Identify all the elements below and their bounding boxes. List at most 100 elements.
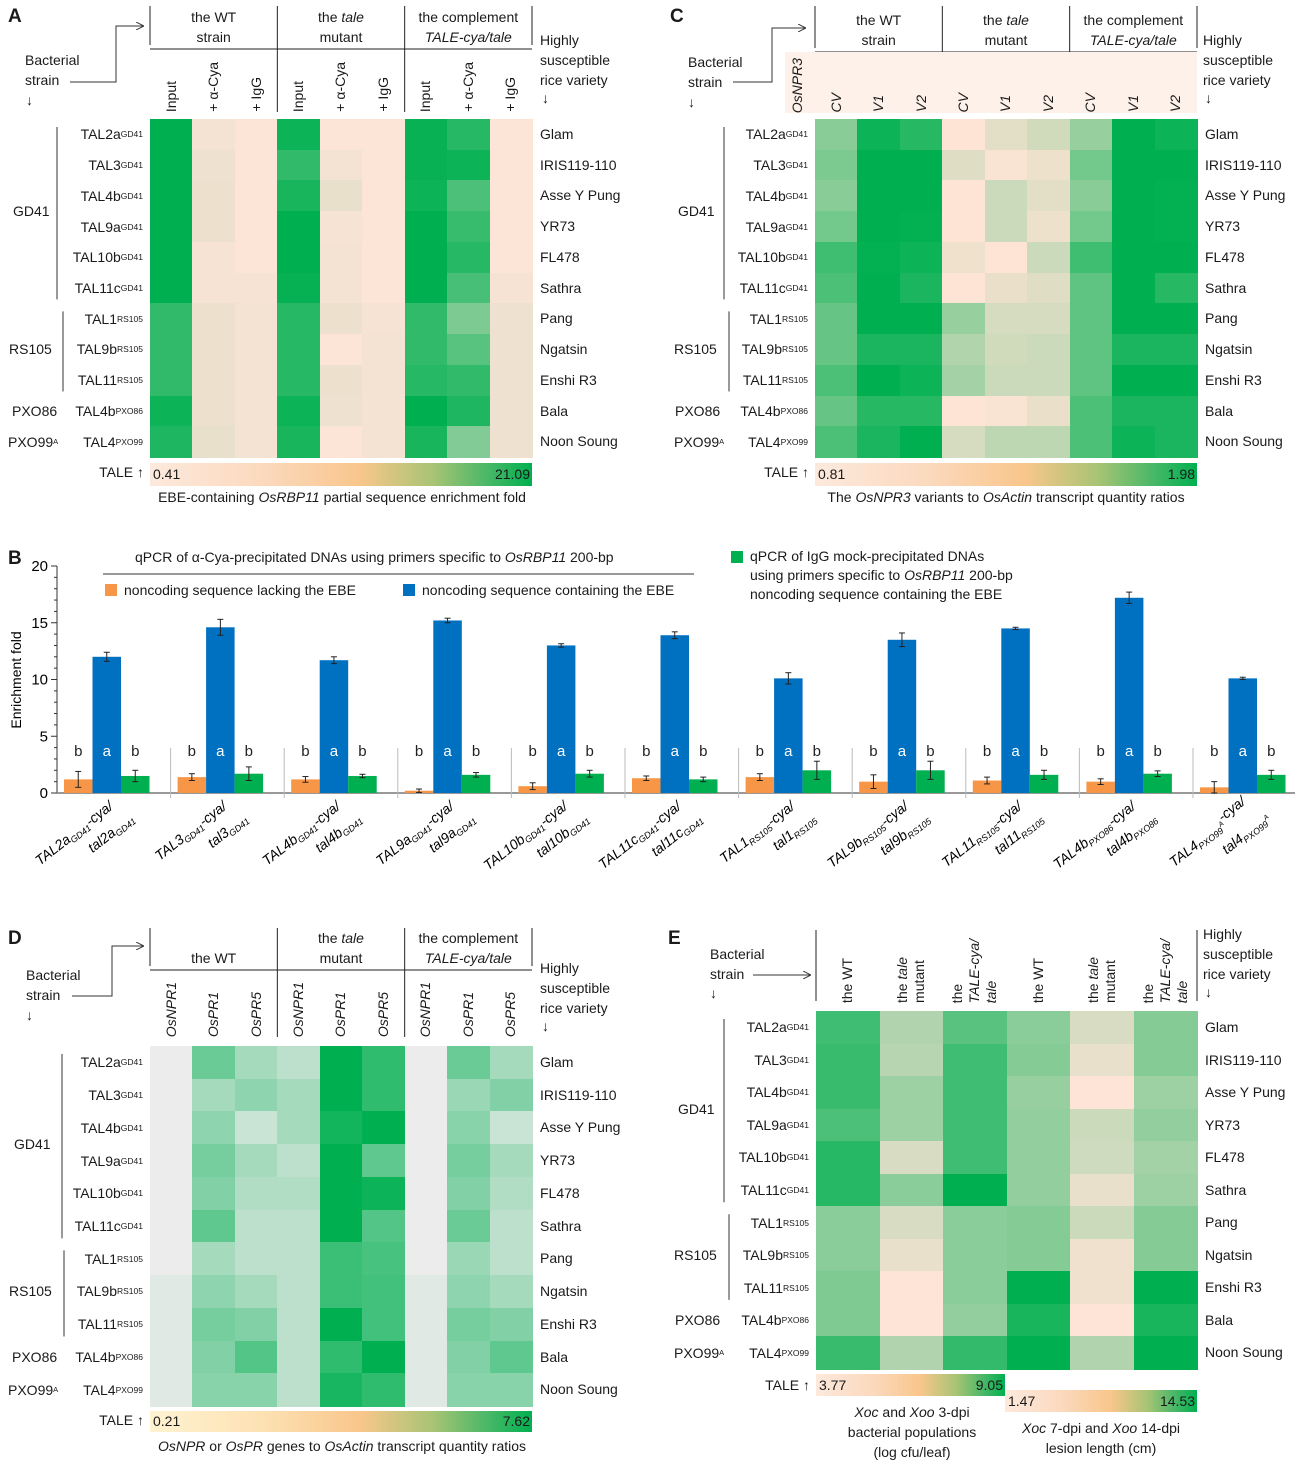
y-tick-label: 0 — [40, 785, 48, 802]
row-label-variety: Ngatsin — [540, 341, 588, 358]
significance-letter: b — [642, 743, 650, 760]
column-label-text: OsPR5 — [502, 991, 519, 1037]
text-segment: mutant — [984, 32, 1028, 48]
column-group-header: the WT — [150, 928, 277, 968]
heatmap-cell — [277, 272, 321, 304]
heatmap-cell — [192, 1275, 236, 1309]
heatmap-cell — [1070, 1173, 1135, 1207]
column-label: the tale mutant — [880, 930, 944, 1003]
heatmap-cell — [1027, 272, 1071, 304]
row-label-variety: Asse Y Pung — [540, 1119, 621, 1136]
column-label: Input — [150, 55, 192, 112]
heatmap-cell — [489, 1046, 533, 1080]
column-label: OsPR5 — [490, 975, 532, 1037]
tal-strain-subscript: GD41 — [120, 221, 143, 232]
row-label-tal: TAL9a GD41 — [747, 1109, 809, 1142]
label-segment: -cya/ — [877, 796, 912, 829]
heatmap-cell — [899, 395, 943, 427]
heatmap-cell — [447, 1111, 491, 1145]
bar-orange — [1086, 781, 1115, 793]
row-label-tal: TAL3 GD41 — [754, 1044, 809, 1077]
variety-label-line: rice variety — [1203, 72, 1271, 88]
heatmap-cell — [815, 211, 859, 243]
heatmap-cell — [447, 364, 491, 397]
column-label-text: Input — [290, 80, 307, 112]
label-segment: GD41 — [227, 816, 252, 838]
row-label-tal: TAL4b PXO86 — [740, 396, 808, 427]
text-segment: genes to — [263, 1438, 325, 1454]
heatmap-cell — [404, 1078, 448, 1113]
significance-letter: a — [330, 743, 339, 760]
text-segment: the — [1139, 983, 1156, 1003]
heatmap-cell — [943, 1336, 1008, 1370]
row-label-tal: TAL4 PXO99 — [83, 1373, 143, 1406]
tal-name: TAL4b — [80, 187, 121, 204]
heatmap-cell — [150, 1209, 194, 1243]
column-label-text: the TALE-cya/tale — [1140, 939, 1191, 1003]
heatmap-cell — [815, 180, 859, 212]
variety-label-line: rice variety — [540, 1000, 608, 1016]
row-label-variety: YR73 — [540, 1152, 576, 1169]
heatmap-cell — [362, 395, 406, 427]
legend-swatch-green — [731, 551, 743, 563]
heatmap-cell — [984, 211, 1028, 243]
legend-title: qPCR of α-Cya-precipitated DNAs using pr… — [135, 549, 614, 565]
significance-letter: b — [188, 743, 196, 760]
heatmap-cell — [879, 1336, 944, 1370]
significance-letter: b — [245, 743, 253, 760]
caption-E-populations: Xoc and Xoo 3-dpi bacterial populations (l… — [806, 1402, 1018, 1462]
text-line: the complement — [1084, 10, 1184, 30]
heatmap-cell — [984, 303, 1028, 335]
heatmap-cell — [234, 1242, 278, 1276]
heatmap-cell — [857, 180, 901, 212]
heatmap-cell — [489, 1209, 533, 1243]
strain-group-label: PXO86 — [12, 396, 57, 427]
heatmap-cell — [1027, 180, 1071, 212]
column-label: V1 — [1112, 55, 1154, 112]
tal-strain-subscript: RS105 — [783, 1282, 809, 1293]
row-label-tal: TAL10b GD41 — [73, 242, 143, 273]
heatmap-cell — [942, 241, 986, 274]
label-segment: -cya/ — [536, 796, 571, 829]
heatmap-cell — [150, 180, 194, 212]
bar-orange — [972, 780, 1002, 793]
heatmap-cell — [1006, 1336, 1071, 1370]
row-label-variety: Pang — [540, 1250, 573, 1267]
strain-name: RS105 — [674, 1247, 717, 1264]
label-segment: TAL10b — [480, 831, 528, 873]
label-segment: A — [1262, 813, 1271, 822]
text-line: TALE-cya/tale — [425, 27, 512, 47]
heatmap-cell — [489, 1242, 533, 1276]
tal-strain-subscript: GD41 — [786, 1087, 809, 1098]
significance-letter: b — [415, 743, 423, 760]
bar-green — [461, 774, 491, 793]
heatmap-cell — [404, 272, 448, 304]
column-label-text: + IgG — [374, 77, 391, 112]
label-segment: RS105 — [1019, 815, 1048, 840]
text-line: strain — [862, 30, 896, 50]
heatmap-cell — [899, 180, 943, 212]
column-group-header: the tale mutant — [942, 6, 1069, 50]
colorbar-max-label: 1.98 — [1167, 466, 1195, 482]
row-label-tal: TAL9a GD41 — [81, 211, 143, 242]
text-segment: the complement — [418, 9, 519, 25]
text-segment: the WT — [856, 12, 902, 28]
row-label-tal: TAL11c GD41 — [75, 273, 143, 304]
row-label-tal: TAL11c GD41 — [75, 1210, 143, 1243]
text-segment: TALE-cya/ — [1156, 938, 1173, 1003]
significance-letter: b — [1210, 743, 1218, 760]
heatmap-cell — [447, 1209, 491, 1243]
heatmap-cell — [1027, 119, 1071, 151]
text-segment: EBE-containing — [158, 489, 259, 505]
text-line: the WT — [856, 10, 901, 30]
heatmap-cell — [277, 303, 321, 335]
tal-strain-subscript: GD41 — [120, 1122, 143, 1133]
heatmap-cell — [1070, 1336, 1135, 1370]
heatmap-cell — [319, 426, 363, 458]
bar-green — [234, 773, 264, 793]
variety-label-line: Highly — [540, 960, 579, 976]
row-label-variety: Asse Y Pung — [540, 187, 621, 204]
gene-label: OsNPR3 — [785, 52, 809, 113]
tal-strain-subscript: PXO99 — [115, 436, 143, 447]
text-line: Xoc 7-dpi and Xoo 14-dpi — [995, 1418, 1207, 1438]
